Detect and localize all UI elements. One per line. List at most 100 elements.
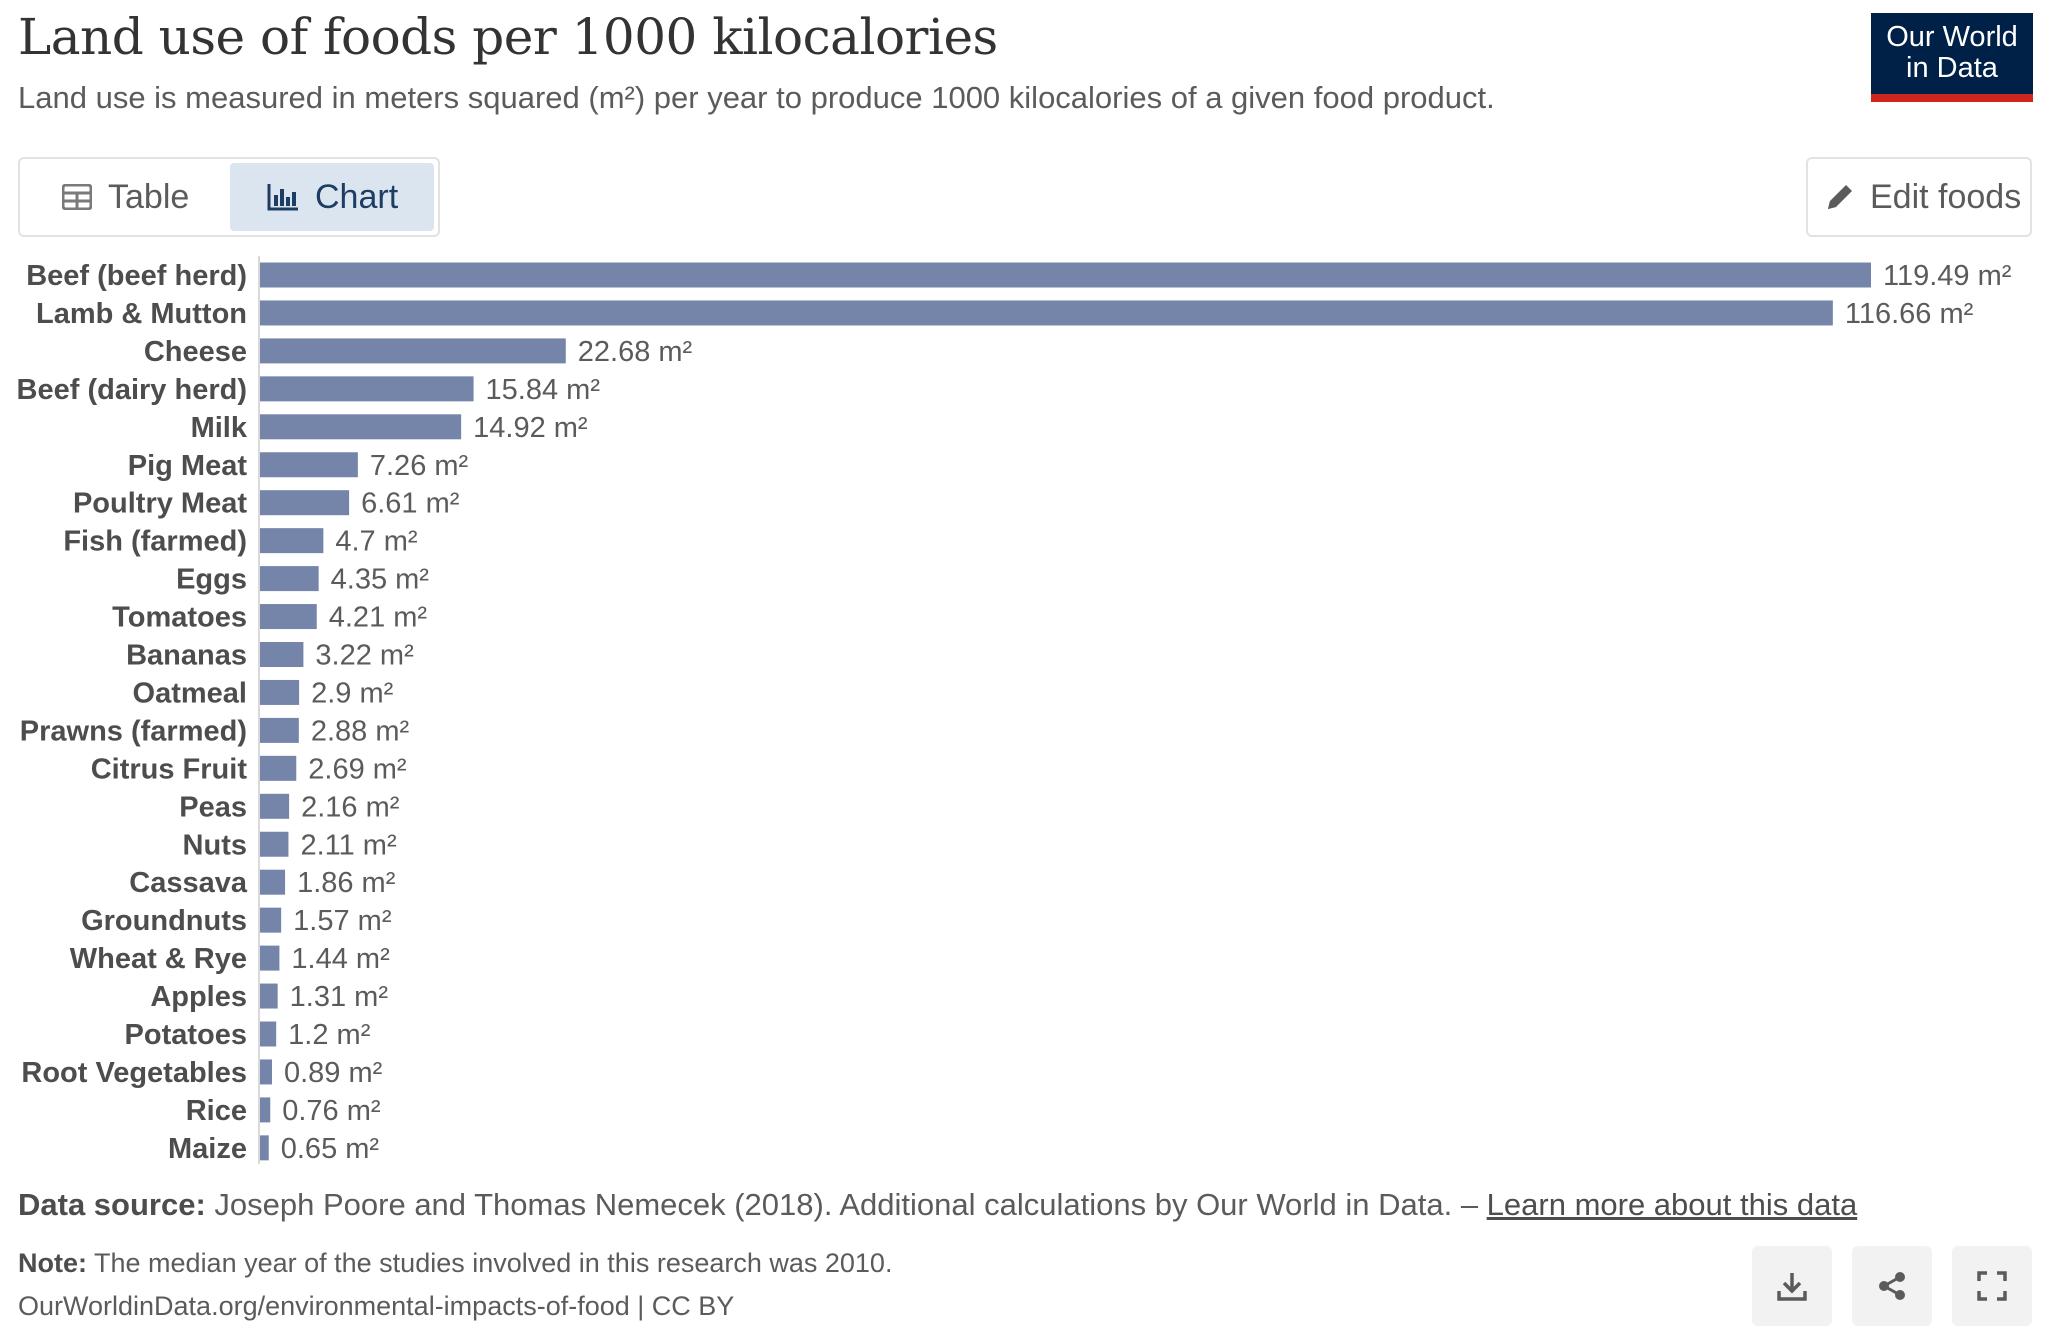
value-label: 119.49 m² [1883,260,2012,292]
value-label: 1.44 m² [291,943,390,975]
value-label: 1.57 m² [293,905,392,937]
bars-group: Beef (beef herd) 119.49 m² Lamb & Mutton 11… [17,260,2012,1165]
source-url[interactable]: OurWorldinData.org/environmental-impacts… [18,1291,735,1321]
bar-chart: Beef (beef herd) 119.49 m² Lamb & Mutton 11… [17,256,2012,1165]
value-label: 1.86 m² [297,867,396,899]
tab-chart-label: Chart [315,177,399,216]
category-label: Cassava [129,867,248,899]
bar[interactable] [260,983,278,1009]
tab-table[interactable]: Table [24,163,232,231]
bar[interactable] [260,945,280,971]
bar[interactable] [260,793,290,819]
bar[interactable] [260,679,300,705]
value-label: 4.21 m² [329,602,428,634]
category-label: Pig Meat [128,450,248,482]
value-label: 2.9 m² [311,677,394,709]
category-label: Cheese [144,336,247,368]
category-label: Citrus Fruit [91,753,248,785]
value-label: 22.68 m² [578,336,693,368]
view-tabs: Table Chart [18,157,440,237]
value-label: 15.84 m² [486,374,601,406]
category-label: Oatmeal [133,677,247,709]
bar[interactable] [260,604,317,630]
category-label: Prawns (farmed) [20,715,247,747]
value-label: 2.88 m² [311,715,410,747]
fullscreen-icon [1977,1271,2007,1301]
category-label: Nuts [183,829,247,861]
value-label: 6.61 m² [361,488,460,520]
category-label: Poultry Meat [73,488,247,520]
chart-subtitle: Land use is measured in meters squared (… [18,80,1495,115]
category-label: Tomatoes [112,602,247,634]
tab-table-label: Table [108,177,190,216]
value-label: 1.31 m² [290,981,389,1013]
bar[interactable] [260,338,566,364]
source-label: Data source: [18,1187,206,1222]
category-label: Peas [179,791,247,823]
value-label: 0.65 m² [281,1133,380,1165]
bar[interactable] [260,414,462,440]
owid-logo[interactable]: Our World in Data [1871,13,2033,102]
bar[interactable] [260,490,350,516]
bar[interactable] [260,1135,269,1161]
category-label: Groundnuts [81,905,247,937]
bar[interactable] [260,300,1833,326]
download-button[interactable] [1752,1246,1832,1326]
bar[interactable] [260,907,282,933]
value-label: 2.16 m² [301,791,400,823]
logo-line-2: in Data [1906,52,1998,84]
value-label: 4.35 m² [331,564,430,596]
share-icon [1879,1272,1905,1300]
category-label: Beef (beef herd) [26,260,247,292]
value-label: 4.7 m² [335,526,418,558]
value-label: 2.11 m² [300,829,397,861]
bar[interactable] [260,452,358,478]
category-label: Wheat & Rye [70,943,247,975]
value-label: 14.92 m² [473,412,588,444]
category-label: Rice [186,1095,247,1127]
logo-line-1: Our World [1886,21,2018,53]
value-label: 3.22 m² [315,640,414,672]
category-label: Fish (farmed) [63,526,247,558]
value-label: 0.89 m² [284,1057,383,1089]
bar[interactable] [260,1021,277,1047]
bar[interactable] [260,262,1871,288]
note: Note: The median year of the studies inv… [18,1248,892,1279]
value-label: 2.69 m² [308,753,407,785]
category-label: Lamb & Mutton [36,298,247,330]
category-label: Beef (dairy herd) [17,374,247,406]
bar[interactable] [260,642,304,667]
bar[interactable] [260,831,289,857]
edit-foods-button[interactable]: Edit foods [1806,157,2032,237]
fullscreen-button[interactable] [1952,1246,2032,1326]
share-button[interactable] [1852,1246,1932,1326]
chart-title: Land use of foods per 1000 kilocalories [18,8,998,66]
bar[interactable] [260,376,474,402]
edit-foods-label: Edit foods [1870,177,2022,216]
bar[interactable] [260,717,299,743]
data-source: Data source: Joseph Poore and Thomas Nem… [18,1187,1857,1223]
category-label: Maize [168,1133,247,1165]
bar[interactable] [260,566,319,592]
bar[interactable] [260,528,324,554]
category-label: Milk [191,412,248,444]
download-icon [1777,1273,1807,1301]
category-label: Root Vegetables [21,1057,247,1089]
value-label: 0.76 m² [282,1095,381,1127]
bar[interactable] [260,755,297,781]
value-label: 1.2 m² [288,1019,371,1051]
tab-chart[interactable]: Chart [230,163,434,231]
category-label: Potatoes [125,1019,247,1051]
source-text: Joseph Poore and Thomas Nemecek (2018). … [205,1187,1487,1222]
value-label: 7.26 m² [370,450,469,482]
category-label: Eggs [176,564,247,596]
learn-more-link[interactable]: Learn more about this data [1486,1187,1858,1222]
bar[interactable] [260,1097,271,1123]
table-icon [62,184,92,210]
bar[interactable] [260,1059,272,1085]
note-label: Note: [18,1248,87,1278]
note-text: The median year of the studies involved … [87,1248,893,1278]
bar[interactable] [260,869,286,895]
category-label: Apples [150,981,247,1013]
category-label: Bananas [126,640,247,672]
